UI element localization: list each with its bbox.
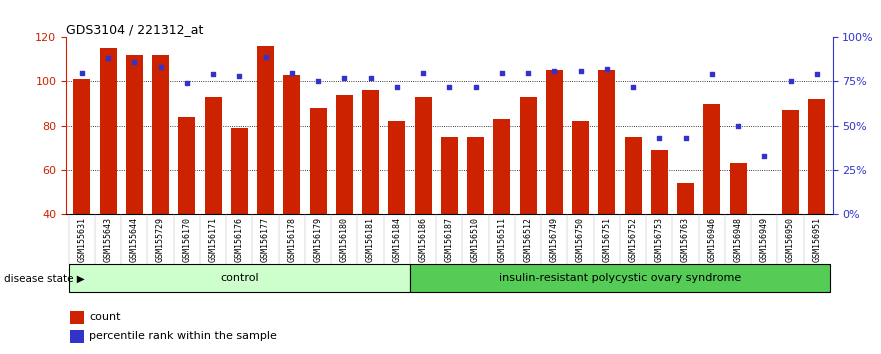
Text: GDS3104 / 221312_at: GDS3104 / 221312_at: [66, 23, 204, 36]
Bar: [677, 183, 694, 214]
Point: [495, 70, 509, 75]
Point: [416, 70, 430, 75]
Text: GSM156171: GSM156171: [209, 217, 218, 262]
Bar: [152, 55, 169, 214]
Text: GSM156184: GSM156184: [392, 217, 402, 262]
Bar: [126, 55, 143, 214]
Bar: [389, 121, 405, 214]
Bar: [598, 70, 615, 214]
Text: GSM156753: GSM156753: [655, 217, 663, 262]
Text: GSM156949: GSM156949: [759, 217, 769, 262]
Point: [626, 84, 640, 90]
Bar: [808, 99, 825, 214]
Bar: [231, 128, 248, 214]
Point: [233, 73, 247, 79]
Bar: [703, 103, 721, 214]
Point: [574, 68, 588, 74]
Text: GSM156951: GSM156951: [812, 217, 821, 262]
Text: control: control: [220, 273, 259, 283]
Bar: [336, 95, 353, 214]
Text: insulin-resistant polycystic ovary syndrome: insulin-resistant polycystic ovary syndr…: [499, 273, 741, 283]
Point: [285, 70, 299, 75]
Text: GSM156950: GSM156950: [786, 217, 795, 262]
Bar: [625, 137, 641, 214]
Bar: [257, 46, 274, 214]
Bar: [362, 90, 379, 214]
Point: [547, 68, 561, 74]
Point: [258, 54, 272, 59]
Text: GSM156511: GSM156511: [497, 217, 507, 262]
Bar: [178, 117, 196, 214]
Bar: [100, 48, 116, 214]
Bar: [70, 330, 84, 343]
Text: GSM156752: GSM156752: [628, 217, 638, 262]
Bar: [440, 137, 458, 214]
Text: GSM156180: GSM156180: [340, 217, 349, 262]
Text: GSM156763: GSM156763: [681, 217, 690, 262]
Point: [180, 80, 194, 86]
Text: GSM155631: GSM155631: [78, 217, 86, 262]
Bar: [70, 311, 84, 324]
Text: GSM156512: GSM156512: [523, 217, 532, 262]
Text: GSM156946: GSM156946: [707, 217, 716, 262]
Bar: [520, 97, 537, 214]
Point: [389, 84, 403, 90]
Text: GSM155643: GSM155643: [104, 217, 113, 262]
FancyBboxPatch shape: [69, 264, 410, 292]
Text: disease state ▶: disease state ▶: [4, 274, 85, 284]
Bar: [782, 110, 799, 214]
Text: GSM156179: GSM156179: [314, 217, 322, 262]
FancyBboxPatch shape: [410, 264, 830, 292]
Point: [731, 123, 745, 129]
Text: GSM156948: GSM156948: [734, 217, 743, 262]
Text: GSM155729: GSM155729: [156, 217, 165, 262]
Bar: [284, 75, 300, 214]
Bar: [467, 137, 484, 214]
Point: [153, 64, 167, 70]
Text: percentile rank within the sample: percentile rank within the sample: [89, 331, 277, 341]
Point: [442, 84, 456, 90]
Bar: [493, 119, 510, 214]
Bar: [572, 121, 589, 214]
Bar: [729, 163, 746, 214]
Point: [758, 153, 772, 159]
Bar: [73, 79, 91, 214]
Point: [364, 75, 378, 81]
Point: [337, 75, 352, 81]
Bar: [204, 97, 222, 214]
Bar: [415, 97, 432, 214]
Point: [206, 72, 220, 77]
Text: GSM156749: GSM156749: [550, 217, 559, 262]
Bar: [309, 108, 327, 214]
Text: GSM156176: GSM156176: [235, 217, 244, 262]
Text: GSM156178: GSM156178: [287, 217, 296, 262]
Text: GSM156170: GSM156170: [182, 217, 191, 262]
Point: [600, 66, 614, 72]
Point: [705, 72, 719, 77]
Point: [810, 72, 824, 77]
Text: GSM156181: GSM156181: [366, 217, 375, 262]
Text: GSM156751: GSM156751: [603, 217, 611, 262]
Point: [127, 59, 141, 65]
Point: [101, 56, 115, 61]
Text: GSM156750: GSM156750: [576, 217, 585, 262]
Point: [521, 70, 535, 75]
Text: GSM156186: GSM156186: [418, 217, 427, 262]
Point: [678, 135, 692, 141]
Point: [75, 70, 89, 75]
Bar: [651, 150, 668, 214]
Text: GSM156177: GSM156177: [261, 217, 270, 262]
Text: count: count: [89, 312, 121, 322]
Point: [783, 79, 797, 84]
Bar: [545, 70, 563, 214]
Point: [652, 135, 666, 141]
Text: GSM156510: GSM156510: [471, 217, 480, 262]
Point: [311, 79, 325, 84]
Text: GSM156187: GSM156187: [445, 217, 454, 262]
Point: [469, 84, 483, 90]
Text: GSM155644: GSM155644: [130, 217, 139, 262]
Bar: [756, 214, 773, 258]
